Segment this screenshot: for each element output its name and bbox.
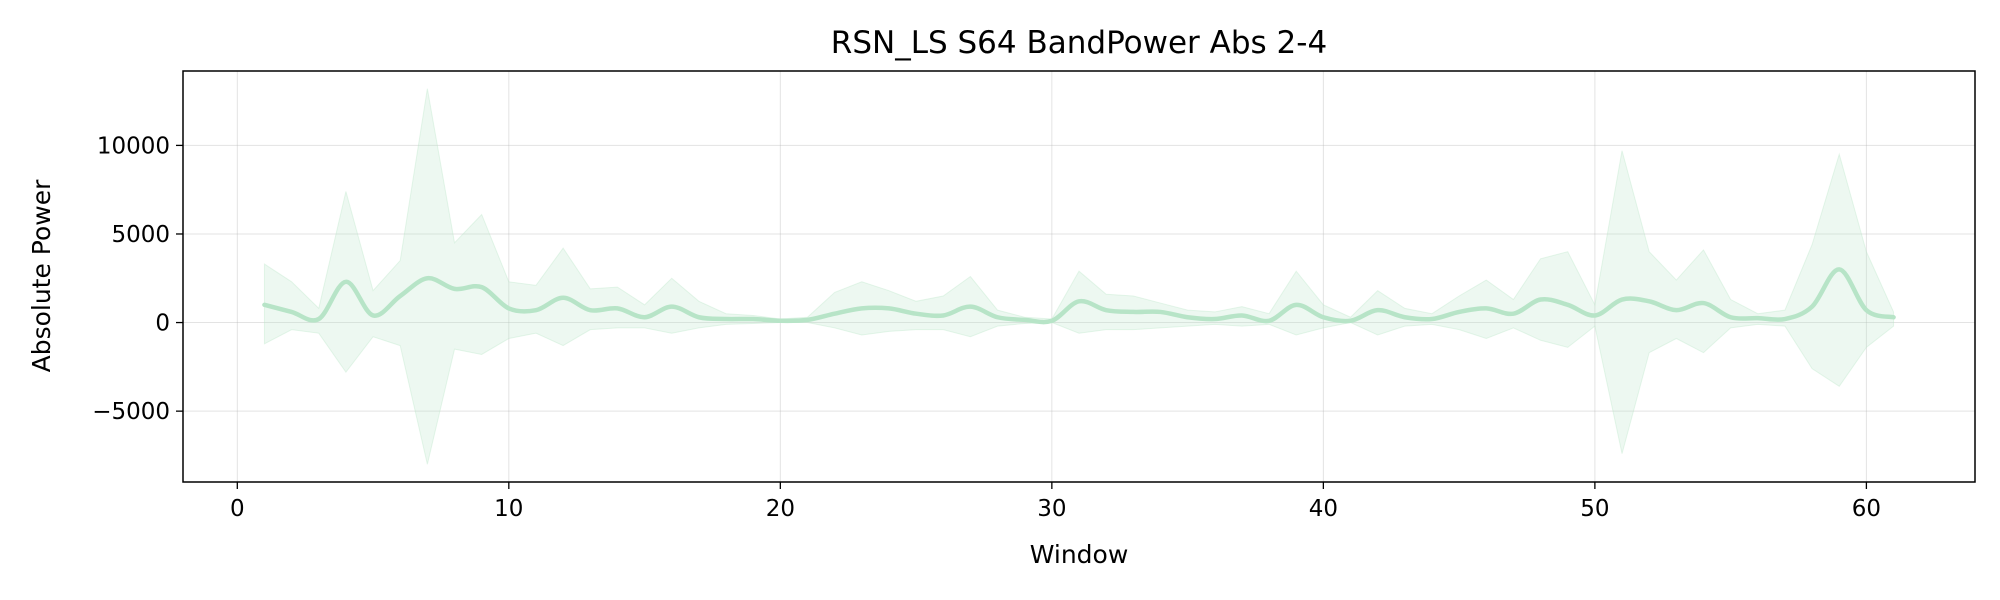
x-tick-label: 50 [1580, 496, 1609, 522]
y-tick-label: −5000 [92, 399, 170, 425]
x-tick-label: 40 [1309, 496, 1338, 522]
y-axis: −5000 0 5000 10000 [92, 133, 183, 425]
y-tick-label: 5000 [111, 222, 170, 248]
plot-area [262, 88, 1896, 465]
y-tick-label: 0 [155, 311, 170, 337]
x-tick-label: 20 [766, 496, 795, 522]
y-tick-label: 10000 [97, 133, 170, 159]
y-axis-label: Absolute Power [27, 179, 56, 373]
x-tick-label: 0 [230, 496, 245, 522]
grid [183, 71, 1975, 482]
x-axis-label: Window [1030, 540, 1129, 569]
x-axis: 0 10 20 30 40 50 60 [230, 482, 1881, 522]
plot-frame [182, 70, 1976, 483]
x-tick-label: 10 [494, 496, 523, 522]
x-tick-label: 30 [1037, 496, 1066, 522]
x-tick-label: 60 [1852, 496, 1881, 522]
chart-title: RSN_LS S64 BandPower Abs 2-4 [831, 25, 1327, 61]
